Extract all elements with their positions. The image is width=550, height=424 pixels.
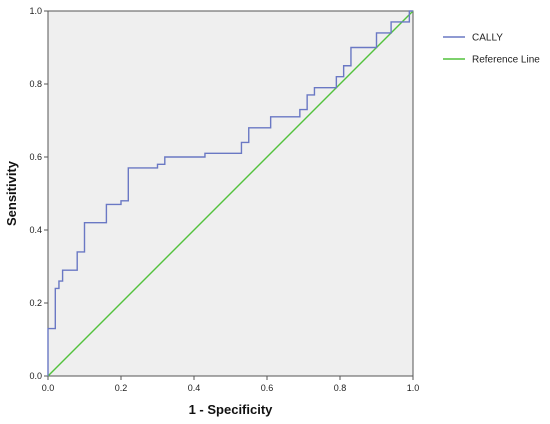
y-tick-label: 0.0	[29, 371, 42, 381]
x-tick-label: 0.0	[42, 383, 55, 393]
x-tick-label: 1.0	[407, 383, 420, 393]
cally-line	[47, 10, 413, 376]
y-tick-label: 1.0	[29, 6, 42, 16]
y-tick-label: 0.6	[29, 152, 42, 162]
reference-line-line	[47, 10, 414, 377]
y-axis-title: Sensitivity	[4, 160, 19, 226]
x-axis-ticks: 0.0 0.2 0.4 0.6 0.8 1.0	[42, 376, 420, 393]
x-tick-label: 0.6	[261, 383, 274, 393]
x-tick-label: 0.4	[188, 383, 201, 393]
y-axis-ticks: 0.0 0.2 0.4 0.6 0.8 1.0	[29, 6, 48, 381]
legend-label-reference-line: Reference Line	[472, 55, 540, 66]
y-tick-label: 0.4	[29, 225, 42, 235]
x-axis-title: 1 - Specificity	[189, 402, 274, 417]
legend: CALLY Reference Line	[443, 33, 540, 66]
legend-label-cally: CALLY	[472, 33, 503, 44]
x-tick-label: 0.2	[115, 383, 128, 393]
y-tick-label: 0.8	[29, 79, 42, 89]
x-tick-label: 0.8	[334, 383, 347, 393]
y-tick-label: 0.2	[29, 298, 42, 308]
series-layer	[47, 10, 414, 377]
